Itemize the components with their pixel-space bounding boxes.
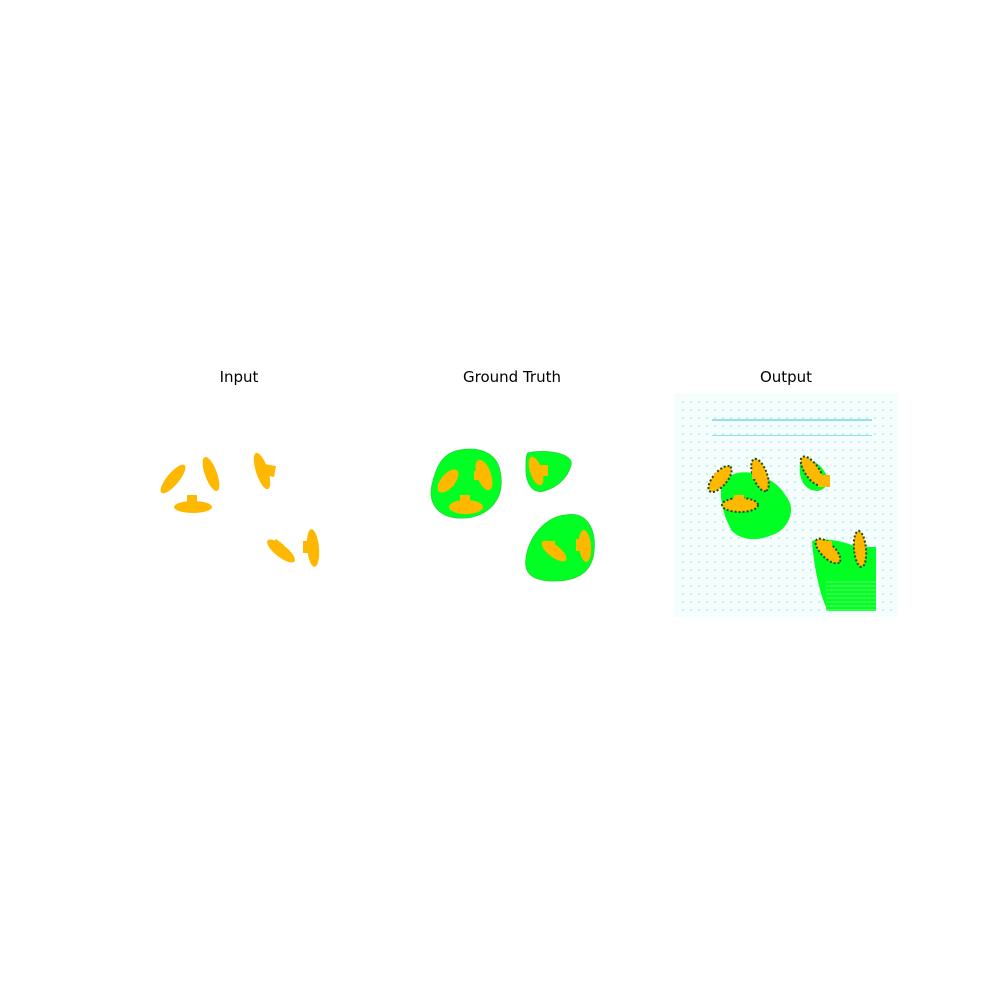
shape <box>537 465 548 476</box>
shape <box>852 530 868 568</box>
input-panel-title: Input <box>219 368 259 386</box>
striped-region <box>826 581 876 611</box>
shape <box>734 495 744 505</box>
shape <box>460 495 470 505</box>
shape <box>714 473 724 483</box>
shape <box>444 477 454 486</box>
shape <box>818 475 830 487</box>
shape <box>545 541 555 551</box>
shape <box>752 469 762 479</box>
output-image <box>674 393 898 617</box>
shape <box>474 471 484 480</box>
ground-truth-image <box>430 448 595 582</box>
shape <box>449 500 483 514</box>
shape <box>187 495 197 505</box>
shape <box>167 472 181 486</box>
ground-truth-panel-title: Ground Truth <box>463 368 561 386</box>
region <box>525 514 595 582</box>
shape <box>269 538 285 554</box>
shape <box>203 462 216 476</box>
input-image <box>160 452 320 567</box>
shape <box>528 456 544 486</box>
shape <box>822 541 832 551</box>
shape <box>576 539 586 551</box>
output-panel-title: Output <box>759 368 813 386</box>
shape <box>262 464 276 477</box>
shape <box>253 452 271 490</box>
shape <box>267 539 295 563</box>
shape <box>303 541 313 553</box>
shape <box>174 501 212 513</box>
